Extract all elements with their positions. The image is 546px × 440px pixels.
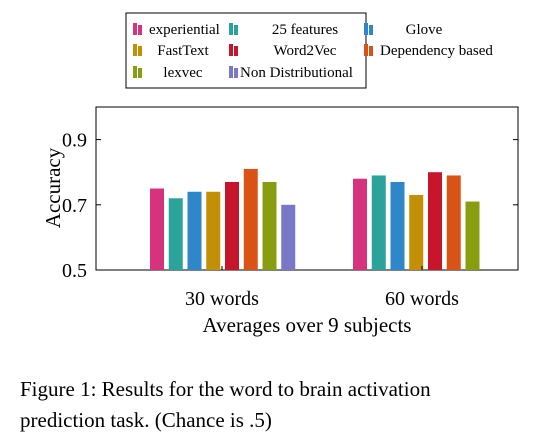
bar-non-distributional-1 [281, 204, 296, 270]
y-tick-label: 0.9 [62, 130, 87, 152]
bar-25-features-2 [371, 175, 386, 270]
bar-fasttext-1 [206, 191, 221, 270]
legend-swatch [369, 25, 373, 35]
legend-label: FastText [157, 43, 209, 59]
bar-chart: experiential 25 features Glove FastText Word… [41, 12, 519, 337]
legend-swatch [234, 68, 238, 78]
x-tick-label: 60 words [385, 288, 459, 310]
bar-lexvec-2 [465, 201, 480, 270]
legend-swatch [364, 23, 368, 35]
bar-lexvec-1 [262, 181, 277, 270]
bar-experiential-2 [353, 178, 367, 270]
legend-box [125, 12, 367, 89]
legend-swatch [364, 44, 368, 56]
bar-experiential-1 [150, 188, 164, 270]
legend-swatch [133, 44, 137, 56]
legend-swatch [229, 44, 233, 56]
bars [150, 168, 480, 270]
bar-word2vec-1 [225, 181, 239, 270]
legend-swatch [369, 46, 373, 56]
legend-label: 25 features [272, 22, 338, 38]
legend-label: Non Distributional [240, 65, 353, 81]
legend-swatch [138, 68, 142, 78]
y-tick-label: 0.7 [62, 195, 87, 217]
legend-swatch [138, 46, 142, 56]
legend-swatch [234, 46, 238, 56]
legend-swatch [133, 23, 137, 35]
figure-caption: Figure 1: Results for the word to brain … [20, 374, 536, 436]
legend-label: Glove [406, 22, 443, 38]
legend-label: Dependency based [380, 43, 493, 59]
bar-glove-2 [390, 181, 405, 270]
bar-dependency-based-1 [243, 168, 258, 270]
bar-fasttext-2 [409, 195, 424, 270]
legend-swatch [234, 25, 238, 35]
legend-swatch [229, 66, 233, 78]
caption-line-2: prediction task. (Chance is .5) [20, 408, 272, 432]
legend-swatch [138, 25, 142, 35]
legend: experiential 25 features Glove FastText Word… [125, 12, 493, 89]
x-tick-label: 30 words [185, 288, 259, 310]
bar-25-features-1 [168, 198, 183, 270]
bar-glove-1 [187, 191, 202, 270]
y-tick-label: 0.5 [62, 260, 87, 282]
legend-label: lexvec [163, 65, 202, 81]
y-axis-label: Accuracy [41, 147, 65, 228]
plot-area [95, 106, 519, 271]
legend-swatch [229, 23, 233, 35]
legend-label: experiential [149, 22, 220, 38]
x-axis: 30 words 60 words [185, 266, 459, 310]
y-axis: 0.5 0.7 0.9 [62, 130, 518, 282]
caption-line-1: Figure 1: Results for the word to brain … [20, 377, 431, 401]
legend-swatch [133, 66, 137, 78]
x-axis-label: Averages over 9 subjects [203, 313, 412, 337]
bar-dependency-based-2 [446, 175, 461, 270]
bar-word2vec-2 [428, 172, 442, 270]
legend-label: Word2Vec [274, 43, 337, 59]
